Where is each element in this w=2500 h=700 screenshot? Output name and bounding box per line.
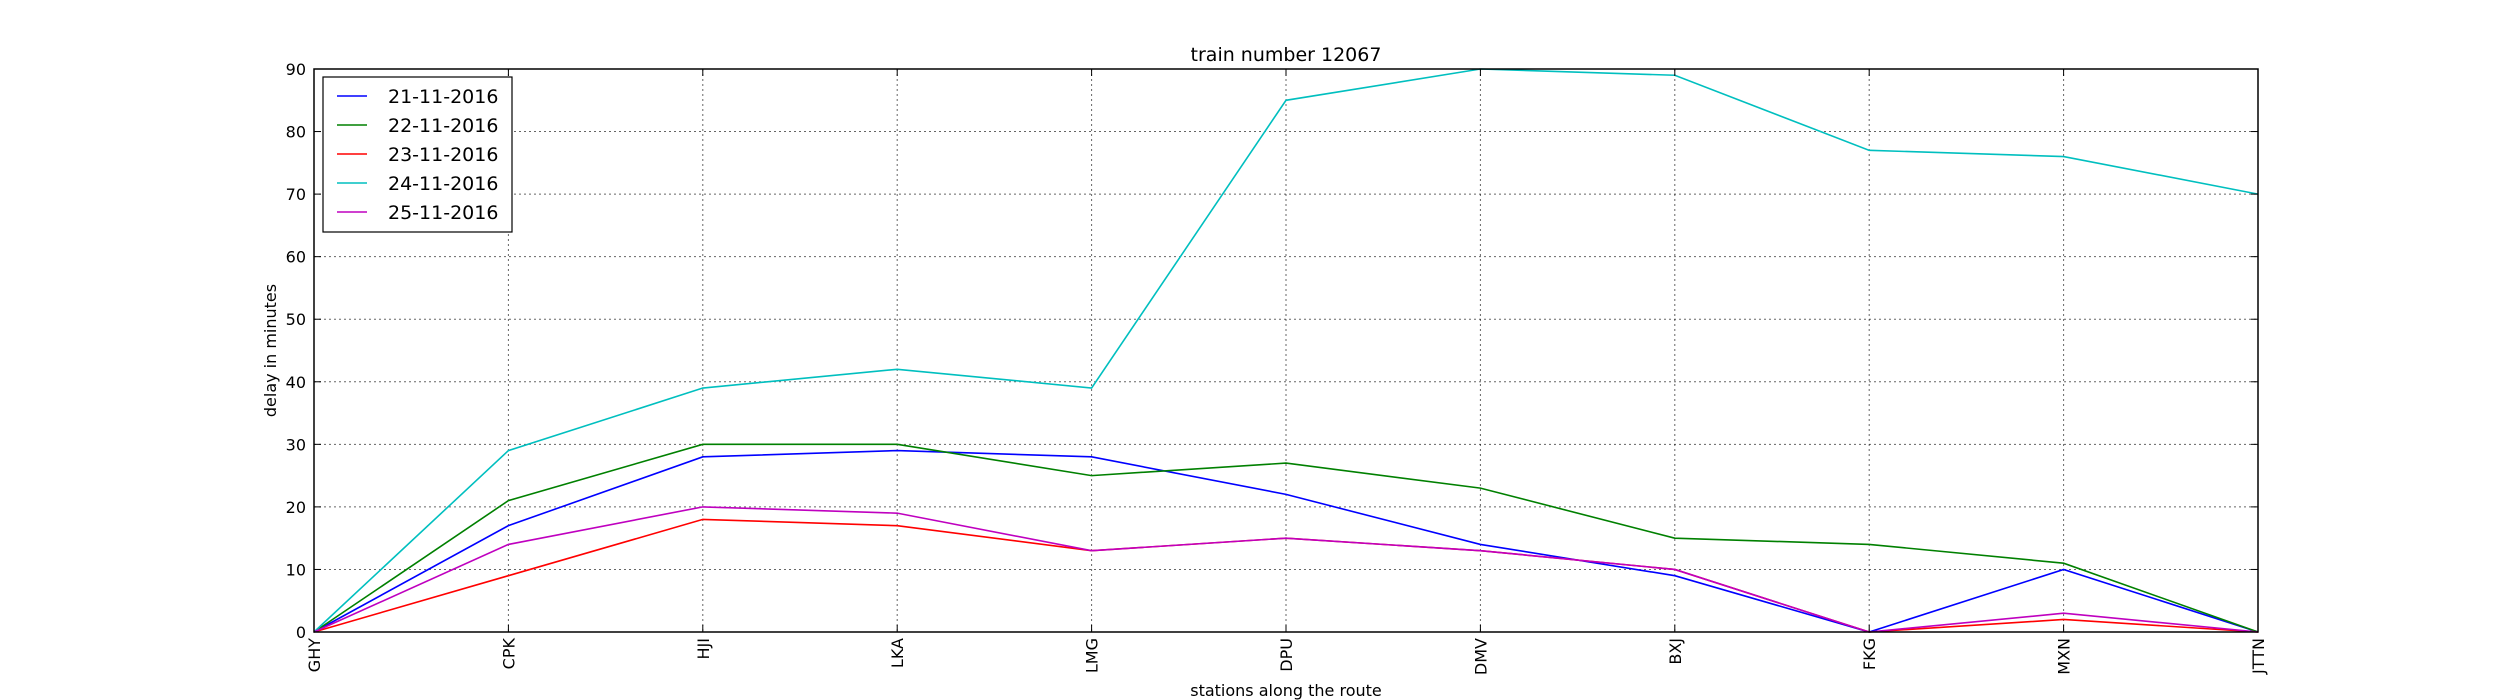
legend-label: 21-11-2016	[388, 86, 498, 108]
y-tick-label: 70	[286, 185, 306, 204]
series-lines	[313, 68, 2259, 633]
y-tick-label: 60	[286, 248, 306, 267]
legend-label: 25-11-2016	[388, 202, 498, 224]
series-line	[313, 506, 2259, 633]
x-tick-label: DPU	[1277, 638, 1296, 672]
legend-label: 24-11-2016	[388, 173, 498, 195]
x-tick-label: BXJ	[1666, 638, 1685, 665]
chart-title: train number 12067	[1191, 44, 1382, 66]
axis-ticks: GHY CPK HJI LKA LMG DPU DMV BXJ FKG MXN JTTN 0 10 20 3…	[286, 60, 2268, 675]
x-tick-label: MXN	[2055, 638, 2074, 675]
series-line	[313, 449, 2259, 633]
x-tick-label: LMG	[1083, 638, 1102, 673]
x-tick-label: CPK	[499, 637, 518, 669]
x-tick-label: GHY	[305, 638, 324, 672]
legend-label: 22-11-2016	[388, 115, 498, 137]
y-tick-label: 50	[286, 310, 306, 329]
y-tick-label: 10	[286, 560, 306, 579]
legend-label: 23-11-2016	[388, 144, 498, 166]
y-tick-label: 80	[286, 123, 306, 142]
y-tick-label: 20	[286, 498, 306, 517]
y-tick-label: 90	[286, 60, 306, 79]
x-tick-label: FKG	[1860, 638, 1879, 670]
x-axis-label: stations along the route	[1190, 681, 1382, 700]
y-tick-label: 0	[296, 623, 306, 642]
x-tick-label: JTTN	[2249, 638, 2268, 675]
legend: 21-11-2016 22-11-2016 23-11-2016 24-11-2016…	[322, 76, 513, 233]
y-tick-label: 30	[286, 435, 306, 454]
series-line	[313, 68, 2259, 633]
x-tick-label: DMV	[1471, 638, 1490, 675]
x-tick-label: LKA	[888, 638, 907, 668]
x-tick-label: HJI	[694, 638, 713, 659]
y-tick-label: 40	[286, 373, 306, 392]
y-axis-label: delay in minutes	[261, 284, 280, 417]
series-line	[313, 443, 2259, 633]
